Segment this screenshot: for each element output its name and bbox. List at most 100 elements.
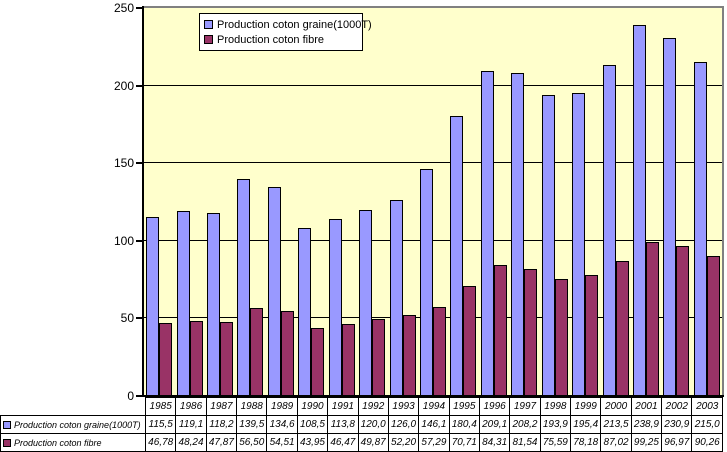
value-cell-graine-1995: 180,4 bbox=[448, 415, 480, 434]
bar-fibre-2003 bbox=[706, 256, 720, 396]
bar-graine-1994 bbox=[420, 169, 433, 396]
value-cell-fibre-1993: 52,20 bbox=[387, 433, 420, 452]
value-cell-fibre-1988: 56,50 bbox=[236, 433, 268, 452]
bar-graine-1988 bbox=[237, 179, 251, 396]
year-cell-1997: 1997 bbox=[509, 397, 541, 416]
legend-key-fibre-icon bbox=[204, 35, 213, 44]
year-cell-1998: 1998 bbox=[539, 397, 572, 416]
bar-fibre-1998 bbox=[554, 279, 568, 396]
year-cell-1994: 1994 bbox=[418, 397, 450, 416]
bar-fibre-1991 bbox=[341, 324, 355, 396]
value-cell-fibre-2002: 96,97 bbox=[661, 433, 693, 452]
table-row-years: 1985 1986 1987 1988 1989 1990 1991 1992 1993 1994… bbox=[1, 397, 723, 416]
bar-fibre-1996 bbox=[493, 265, 507, 396]
bar-group-1995 bbox=[448, 8, 478, 396]
bar-graine-1989 bbox=[267, 187, 281, 396]
bar-group-2002 bbox=[661, 8, 691, 396]
value-cell-graine-1985: 115,5 bbox=[144, 415, 177, 434]
value-cell-fibre-2000: 87,02 bbox=[600, 433, 632, 452]
y-tick-label-0: 0 bbox=[127, 389, 134, 403]
year-cell-1989: 1989 bbox=[266, 397, 298, 416]
bar-group-1986 bbox=[174, 8, 204, 396]
y-tick-0 bbox=[136, 395, 142, 397]
value-cell-fibre-1996: 84,31 bbox=[478, 433, 511, 452]
bar-group-2001 bbox=[631, 8, 661, 396]
bar-group-1989 bbox=[266, 8, 296, 396]
value-cell-fibre-1999: 78,18 bbox=[570, 433, 602, 452]
legend-entry-graine: Production coton graine(1000T) bbox=[204, 17, 372, 32]
bar-group-1997 bbox=[509, 8, 539, 396]
y-tick-250 bbox=[136, 7, 142, 9]
bar-graine-1990 bbox=[298, 228, 312, 396]
value-cell-graine-1988: 139,5 bbox=[236, 415, 268, 434]
bar-graine-1991 bbox=[328, 219, 342, 396]
bar-graine-1995 bbox=[450, 116, 464, 396]
value-cell-graine-1997: 208,2 bbox=[509, 415, 541, 434]
y-tick-200 bbox=[136, 85, 142, 87]
value-cell-graine-1994: 146,1 bbox=[418, 415, 450, 434]
bar-group-1992 bbox=[357, 8, 387, 396]
series-label-graine: Production coton graine(1000T) bbox=[14, 419, 141, 430]
series-label-cell-graine: Production coton graine(1000T) bbox=[0, 415, 146, 434]
value-cell-fibre-1994: 57,29 bbox=[418, 433, 450, 452]
bar-group-2003 bbox=[692, 8, 722, 396]
bar-graine-1986 bbox=[176, 211, 190, 396]
bar-graine-2000 bbox=[602, 65, 616, 396]
y-tick-label-100: 100 bbox=[113, 234, 134, 248]
bar-graine-1987 bbox=[207, 213, 221, 396]
value-cell-graine-1989: 134,6 bbox=[266, 415, 298, 434]
value-cell-fibre-1995: 70,71 bbox=[448, 433, 480, 452]
bar-fibre-1999 bbox=[585, 275, 599, 396]
bar-graine-1993 bbox=[389, 200, 403, 396]
y-tick-label-200: 200 bbox=[113, 79, 134, 93]
bar-fibre-2000 bbox=[615, 261, 629, 396]
bar-fibre-1993 bbox=[402, 315, 416, 396]
bar-fibre-1987 bbox=[220, 322, 234, 396]
value-cell-fibre-2001: 99,25 bbox=[630, 433, 663, 452]
value-cell-graine-2003: 215,0 bbox=[691, 415, 723, 434]
value-cell-fibre-1985: 46,78 bbox=[144, 433, 177, 452]
gridline-200 bbox=[144, 85, 722, 86]
bar-group-1993 bbox=[387, 8, 417, 396]
bar-fibre-1989 bbox=[280, 311, 294, 396]
bar-group-1985 bbox=[144, 8, 174, 396]
year-cell-2001: 2001 bbox=[630, 397, 663, 416]
year-cell-2003: 2003 bbox=[691, 397, 723, 416]
y-tick-label-50: 50 bbox=[120, 311, 134, 325]
bar-group-1988 bbox=[235, 8, 265, 396]
plot-area bbox=[144, 6, 724, 396]
value-cell-graine-1999: 195,4 bbox=[570, 415, 602, 434]
year-cell-2002: 2002 bbox=[661, 397, 693, 416]
value-cell-fibre-2003: 90,26 bbox=[691, 433, 723, 452]
gridline-100 bbox=[144, 240, 722, 241]
year-cell-1995: 1995 bbox=[448, 397, 480, 416]
year-cell-1999: 1999 bbox=[570, 397, 602, 416]
y-tick-50 bbox=[136, 317, 142, 319]
legend-key-graine-icon bbox=[204, 20, 213, 29]
bar-fibre-2001 bbox=[645, 242, 659, 396]
y-tick-label-150: 150 bbox=[113, 156, 134, 170]
y-tick-150 bbox=[136, 162, 142, 164]
bar-fibre-1988 bbox=[250, 308, 264, 396]
year-cell-1996: 1996 bbox=[478, 397, 511, 416]
legend: Production coton graine(1000T) Productio… bbox=[199, 13, 372, 51]
legend-label-fibre: Production coton fibre bbox=[217, 33, 325, 46]
table-row-fibre: Production coton fibre 46,78 48,24 47,87 56,… bbox=[0, 433, 723, 452]
year-cell-1990: 1990 bbox=[296, 397, 329, 416]
value-cell-fibre-1998: 75,59 bbox=[539, 433, 572, 452]
bar-fibre-1985 bbox=[159, 323, 173, 396]
bar-group-1994 bbox=[418, 8, 448, 396]
table-key-fibre-icon bbox=[3, 438, 11, 447]
series-label-cell-fibre: Production coton fibre bbox=[0, 433, 146, 452]
bar-fibre-1995 bbox=[463, 286, 477, 396]
bar-graine-2003 bbox=[693, 62, 707, 396]
bar-graine-1985 bbox=[146, 217, 160, 396]
bar-graine-1999 bbox=[572, 93, 586, 396]
value-cell-fibre-1992: 49,87 bbox=[357, 433, 389, 452]
bar-fibre-1994 bbox=[433, 307, 446, 396]
bar-group-1991 bbox=[327, 8, 357, 396]
bar-fibre-1997 bbox=[524, 269, 538, 396]
y-axis bbox=[142, 6, 144, 397]
table-corner-empty bbox=[1, 398, 146, 416]
